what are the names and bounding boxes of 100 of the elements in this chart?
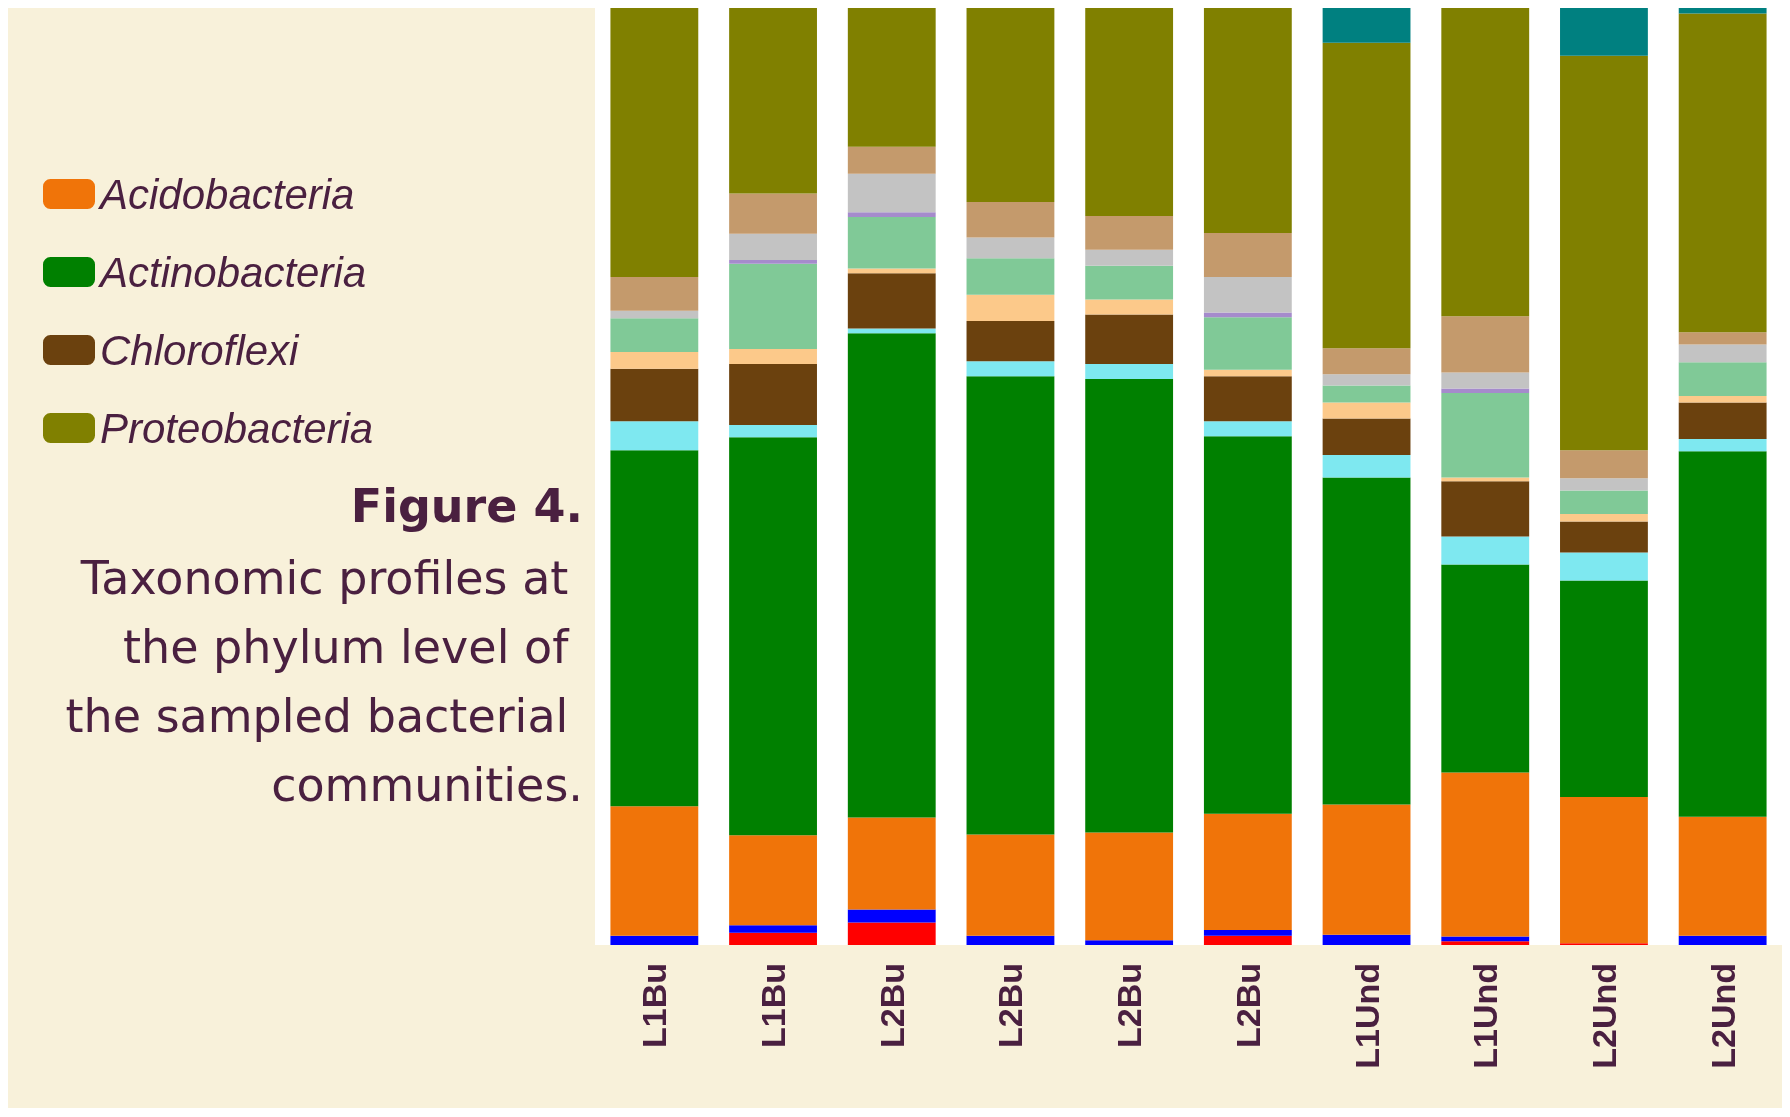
bar [1441,941,1530,945]
bar [1441,536,1530,565]
legend-label: Acidobacteria [97,170,355,218]
x-tick-label: L1Und [1466,963,1505,1069]
bar [729,835,817,926]
bar [1085,299,1174,315]
bar [1678,395,1767,403]
bar [729,932,817,945]
bar [1441,316,1530,373]
bar [1203,317,1292,370]
bar [1322,385,1411,403]
bar [1441,393,1530,478]
bar [1203,421,1292,437]
legend-label: Actinobacteria [97,248,367,296]
bar [1085,832,1174,941]
bar [1085,314,1174,365]
bar [729,424,817,438]
bar [847,173,936,213]
bar [1441,772,1530,937]
bar [1203,369,1292,377]
bar [1085,8,1174,217]
bar [610,368,699,422]
bar [729,233,817,261]
bar [1203,813,1292,931]
legend-label: Chloroflexi [100,326,301,374]
bar [966,201,1055,238]
bar [966,376,1055,835]
bar [610,276,699,311]
text: Taxonomic profiles at the phylum level of the sampled bacterial communities. [65,550,583,812]
legend-label: Proteobacteria [100,404,374,452]
x-tick-label: L2Und [1584,963,1623,1069]
bar [1678,362,1767,396]
bar [729,925,817,933]
bar [729,364,817,425]
bar [1678,935,1767,945]
bar [847,216,936,269]
bar [1085,265,1174,300]
bar [1441,477,1530,482]
bar [1441,388,1530,394]
bar [847,333,936,818]
bar [966,294,1055,321]
bar [1560,55,1648,451]
bar [1560,490,1648,514]
bar [1678,344,1767,363]
bar [847,817,936,910]
bar [1203,930,1292,936]
x-tick-label: L2Bu [1228,963,1267,1048]
bar [966,320,1055,362]
bar [1560,513,1648,522]
x-tick-label: L2Bu [991,963,1030,1048]
bar [1678,439,1767,452]
bar [1085,364,1174,380]
bar [610,450,699,807]
bar [966,935,1055,945]
bar [610,421,699,451]
bar [1203,436,1292,814]
bar [1322,374,1411,386]
bar [1322,348,1411,375]
x-tick-label: L1Bu [635,963,674,1048]
bar [1678,816,1767,936]
bar [610,351,699,369]
bar [966,237,1055,259]
bar [847,328,936,334]
bar [847,909,936,923]
bar [966,361,1055,377]
bar [1560,580,1648,797]
bar [1560,796,1648,944]
text: Figure 4. [350,479,583,533]
bar [847,146,936,174]
bar [1560,552,1648,581]
bar [610,310,699,319]
x-tick-label: L1Bu [754,963,793,1048]
bar [729,263,817,350]
bar [847,212,936,217]
bar [1203,8,1292,233]
bar [729,8,817,194]
bar [1441,564,1530,773]
bar [847,273,936,329]
x-tick-label: L1Und [1347,963,1386,1069]
bar [1322,418,1411,455]
bar [1322,477,1411,805]
bar [1203,232,1292,277]
bar [610,806,699,936]
bar [1085,379,1174,833]
bar [1560,450,1648,479]
bar [1322,804,1411,935]
bar [729,193,817,234]
bar [1203,935,1292,945]
bar [1322,454,1411,478]
bar [729,349,817,365]
bar [1203,276,1292,313]
bar [610,8,699,277]
x-tick-label: L2Bu [1110,963,1149,1048]
bar [610,935,699,945]
bar [1441,8,1530,317]
bar [729,260,817,264]
bar [729,437,817,836]
bar [847,922,936,945]
bar [1322,402,1411,419]
bar [847,268,936,274]
